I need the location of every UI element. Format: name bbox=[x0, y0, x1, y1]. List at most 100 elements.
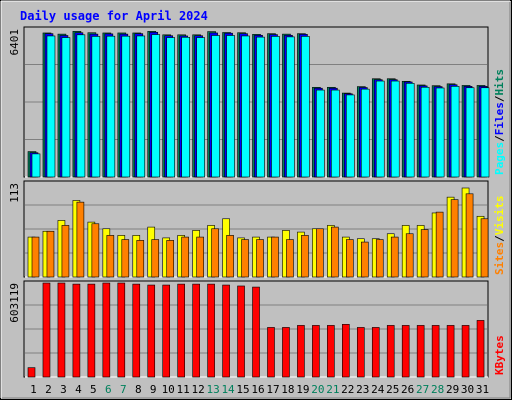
bar-kbytes-day-17 bbox=[267, 327, 275, 378]
bar-sites-day-24 bbox=[375, 239, 384, 278]
bar-kbytes-day-24 bbox=[371, 327, 380, 378]
bar-kbytes-day-2 bbox=[42, 282, 51, 378]
x-tick-label-day-28: 28 bbox=[431, 383, 444, 396]
bar-sites-day-27 bbox=[420, 229, 429, 278]
bar-kbytes-day-13 bbox=[207, 283, 215, 378]
bar-kbytes-day-31 bbox=[476, 320, 485, 378]
bar-pages-day-1 bbox=[31, 153, 41, 178]
bar-pages-day-11 bbox=[181, 37, 190, 178]
legend-item-pages: Pages bbox=[493, 142, 506, 175]
bar-sites-day-17 bbox=[271, 236, 279, 278]
bar-sites-day-26 bbox=[405, 233, 414, 278]
bar-kbytes-day-11 bbox=[177, 283, 185, 378]
bar-sites-day-19 bbox=[301, 235, 309, 278]
bar-pages-day-30 bbox=[465, 87, 475, 178]
bar-kbytes-day-1 bbox=[27, 367, 36, 378]
x-tick-label-day-23: 23 bbox=[356, 383, 369, 396]
bar-kbytes-day-29 bbox=[446, 325, 455, 378]
bar-kbytes-day-18 bbox=[282, 327, 290, 378]
bar-sites-day-21 bbox=[331, 226, 339, 278]
x-tick-label-day-16: 16 bbox=[251, 383, 264, 396]
legend-item-hits: Hits bbox=[493, 69, 506, 96]
bar-kbytes-day-20 bbox=[312, 325, 320, 378]
panel-hits-files-pages-ymax-label: 6401 bbox=[8, 29, 21, 56]
bar-kbytes-day-9 bbox=[147, 284, 156, 378]
bar-sites-day-4 bbox=[76, 201, 85, 278]
x-tick-label-day-1: 1 bbox=[30, 383, 37, 396]
bar-pages-day-2 bbox=[46, 35, 56, 178]
bar-sites-day-23 bbox=[360, 241, 369, 278]
bar-kbytes-day-27 bbox=[416, 325, 425, 378]
x-tick-label-day-26: 26 bbox=[401, 383, 414, 396]
bar-sites-day-20 bbox=[316, 228, 324, 278]
bar-pages-day-14 bbox=[226, 35, 235, 178]
bar-pages-day-24 bbox=[375, 80, 385, 178]
x-tick-label-day-13: 13 bbox=[206, 383, 219, 396]
bar-pages-day-22 bbox=[346, 94, 355, 178]
legend-item-separator: / bbox=[493, 95, 506, 102]
bar-pages-day-20 bbox=[316, 89, 325, 178]
x-tick-label-day-8: 8 bbox=[135, 383, 142, 396]
bar-pages-day-27 bbox=[420, 86, 430, 178]
bar-sites-day-1 bbox=[31, 236, 40, 278]
legend-item-files: Files bbox=[493, 102, 506, 135]
x-tick-label-day-21: 21 bbox=[326, 383, 339, 396]
bar-sites-day-18 bbox=[286, 239, 294, 278]
bar-pages-day-10 bbox=[166, 37, 176, 178]
x-tick-label-day-15: 15 bbox=[236, 383, 249, 396]
x-tick-label-day-22: 22 bbox=[341, 383, 354, 396]
bar-pages-day-18 bbox=[286, 36, 295, 178]
panel-kbytes-legend: KBytes bbox=[493, 335, 506, 375]
bar-pages-day-16 bbox=[256, 36, 265, 178]
x-tick-label-day-19: 19 bbox=[296, 383, 309, 396]
x-tick-label-day-3: 3 bbox=[60, 383, 67, 396]
bar-sites-day-10 bbox=[166, 240, 175, 278]
bar-pages-day-7 bbox=[121, 35, 131, 178]
panel-kbytes-ymax-label: 603119 bbox=[8, 283, 21, 323]
x-tick-label-day-30: 30 bbox=[461, 383, 474, 396]
bar-sites-day-28 bbox=[435, 211, 444, 278]
x-tick-label-day-4: 4 bbox=[75, 383, 82, 396]
x-tick-label-day-17: 17 bbox=[266, 383, 279, 396]
bar-sites-day-12 bbox=[196, 236, 204, 278]
x-tick-label-day-9: 9 bbox=[150, 383, 157, 396]
panel-visits-sites-legend: Sites/Visits bbox=[493, 196, 506, 276]
bar-pages-day-21 bbox=[331, 89, 340, 178]
bar-pages-day-28 bbox=[435, 87, 445, 178]
legend-item-visits: Visits bbox=[493, 196, 506, 236]
bar-kbytes-day-8 bbox=[132, 283, 141, 378]
legend-item-sites: Sites bbox=[493, 242, 506, 275]
x-tick-label-day-25: 25 bbox=[386, 383, 399, 396]
bar-kbytes-day-15 bbox=[237, 285, 245, 378]
bar-pages-day-17 bbox=[271, 36, 280, 178]
bar-kbytes-day-26 bbox=[401, 325, 410, 378]
x-tick-label-day-31: 31 bbox=[476, 383, 489, 396]
bar-kbytes-day-4 bbox=[72, 283, 81, 378]
bar-sites-day-31 bbox=[480, 218, 489, 278]
bar-pages-day-8 bbox=[136, 35, 146, 178]
bar-sites-day-15 bbox=[241, 239, 249, 278]
x-tick-label-day-6: 6 bbox=[105, 383, 112, 396]
bar-sites-day-6 bbox=[106, 235, 115, 278]
bar-pages-day-15 bbox=[241, 35, 250, 178]
bar-kbytes-day-6 bbox=[102, 282, 111, 378]
bar-kbytes-day-12 bbox=[192, 283, 200, 378]
bar-sites-day-13 bbox=[211, 228, 219, 278]
bar-kbytes-day-22 bbox=[342, 324, 350, 378]
bar-kbytes-day-19 bbox=[297, 325, 305, 378]
bar-sites-day-29 bbox=[450, 199, 459, 278]
bar-sites-day-30 bbox=[465, 193, 474, 278]
bar-sites-day-2 bbox=[46, 230, 55, 278]
x-tick-label-day-10: 10 bbox=[162, 383, 175, 396]
x-tick-label-day-11: 11 bbox=[177, 383, 190, 396]
bar-sites-day-9 bbox=[151, 239, 160, 278]
bar-sites-day-3 bbox=[61, 225, 70, 278]
legend-item-separator: / bbox=[493, 235, 506, 242]
bar-sites-day-5 bbox=[91, 223, 100, 278]
bar-kbytes-day-7 bbox=[117, 282, 126, 378]
bar-pages-day-12 bbox=[196, 37, 205, 178]
bar-kbytes-day-28 bbox=[431, 325, 440, 378]
panel-hits-files-pages-legend: Pages/Files/Hits bbox=[493, 69, 506, 175]
x-tick-label-day-20: 20 bbox=[311, 383, 324, 396]
